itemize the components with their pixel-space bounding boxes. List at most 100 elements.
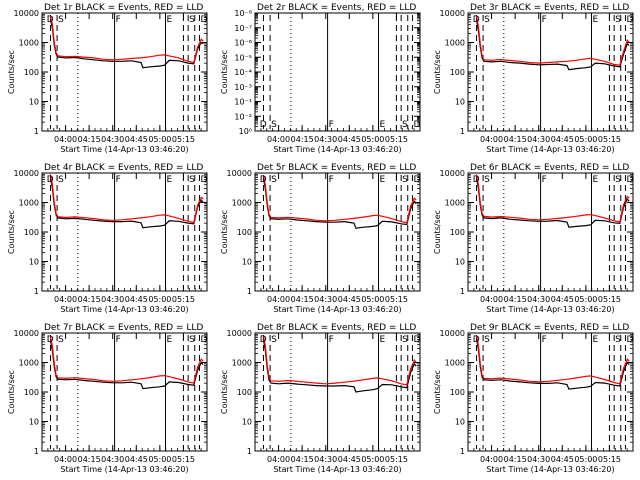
mode-marker: S xyxy=(402,335,408,345)
x-tick-label: 04:30 xyxy=(314,295,337,304)
x-tick-label: 04:30 xyxy=(314,135,337,144)
mode-marker: F xyxy=(329,175,334,185)
y-tick-label: 1000 xyxy=(19,39,39,48)
x-tick-label: 04:00 xyxy=(54,135,77,144)
y-tick-label: 10 xyxy=(29,98,39,107)
events-series-line xyxy=(475,338,630,390)
mode-marker: F xyxy=(116,175,121,185)
y-axis-label: Counts/sec xyxy=(7,370,16,414)
mode-marker: D xyxy=(626,335,633,345)
mode-marker: D xyxy=(47,15,54,25)
y-tick-label: 1 xyxy=(34,447,39,456)
y-tick-label: 100 xyxy=(24,388,39,397)
y-tick-label: 10⁻⁵ xyxy=(234,53,252,62)
mode-marker: D xyxy=(413,120,420,130)
mode-marker: S xyxy=(402,175,408,185)
mode-marker: F xyxy=(542,175,547,185)
x-tick-label: 04:00 xyxy=(480,295,503,304)
y-tick-label: 10⁻⁸ xyxy=(234,9,252,18)
mode-marker: S xyxy=(484,15,490,25)
plot-frame xyxy=(41,172,208,292)
lld-series-line xyxy=(475,15,630,66)
lld-series-line xyxy=(262,174,417,224)
y-axis-label: Counts/sec xyxy=(220,370,229,414)
y-tick-label: 10⁰ xyxy=(239,127,252,136)
y-tick-label: 100 xyxy=(450,68,465,77)
plot-frame xyxy=(467,172,634,292)
mode-marker: D xyxy=(626,175,633,185)
y-tick-label: 100 xyxy=(450,228,465,237)
mode-marker: D xyxy=(473,175,480,185)
mode-marker: S xyxy=(615,175,621,185)
x-axis-label: Start Time (14-Apr-13 03:46:20) xyxy=(273,465,401,474)
y-tick-label: 10 xyxy=(242,418,252,427)
x-tick-label: 04:45 xyxy=(125,135,148,144)
x-tick-label: 04:15 xyxy=(504,135,527,144)
x-tick-label: 04:45 xyxy=(125,455,148,464)
x-tick-label: 05:15 xyxy=(385,455,408,464)
panel-title: Det 1r BLACK = Events, RED = LLD xyxy=(44,3,203,13)
x-tick-label: 04:00 xyxy=(480,455,503,464)
x-tick-label: 04:30 xyxy=(527,295,550,304)
lld-series-line xyxy=(475,174,630,223)
x-tick-label: 05:00 xyxy=(148,295,171,304)
x-tick-label: 04:00 xyxy=(267,455,290,464)
mode-marker: S xyxy=(484,175,490,185)
y-tick-label: 1 xyxy=(247,287,252,296)
x-axis-label: Start Time (14-Apr-13 03:46:20) xyxy=(60,305,188,314)
y-tick-label: 10 xyxy=(242,258,252,267)
panel-title: Det 8r BLACK = Events, RED = LLD xyxy=(257,323,416,333)
mode-marker: D xyxy=(200,175,207,185)
y-tick-label: 10000 xyxy=(14,169,39,178)
x-tick-label: 05:00 xyxy=(361,455,384,464)
mode-marker: E xyxy=(380,175,386,185)
x-tick-label: 04:45 xyxy=(338,135,361,144)
x-tick-label: 05:00 xyxy=(574,295,597,304)
mode-marker: S xyxy=(189,15,195,25)
x-tick-label: 04:45 xyxy=(125,295,148,304)
panel-title: Det 5r BLACK = Events, RED = LLD xyxy=(257,163,416,173)
mode-marker: S xyxy=(402,120,408,130)
y-tick-label: 1000 xyxy=(445,199,465,208)
y-tick-label: 10 xyxy=(29,418,39,427)
x-tick-label: 04:30 xyxy=(101,135,124,144)
y-tick-label: 10 xyxy=(455,418,465,427)
x-tick-label: 05:00 xyxy=(148,455,171,464)
mode-marker: S xyxy=(58,335,64,345)
x-tick-label: 05:15 xyxy=(385,295,408,304)
x-tick-label: 04:00 xyxy=(267,135,290,144)
x-tick-label: 05:00 xyxy=(361,135,384,144)
x-tick-label: 04:15 xyxy=(291,455,314,464)
y-tick-label: 1000 xyxy=(232,359,252,368)
events-series-line xyxy=(49,340,204,390)
y-tick-label: 100 xyxy=(24,68,39,77)
y-tick-label: 10000 xyxy=(14,9,39,18)
plot-frame xyxy=(467,12,634,132)
mode-marker: D xyxy=(200,15,207,25)
mode-marker: F xyxy=(542,15,547,25)
x-tick-label: 05:15 xyxy=(598,295,621,304)
x-tick-label: 04:15 xyxy=(78,455,101,464)
mode-marker: D xyxy=(200,335,207,345)
x-tick-label: 05:15 xyxy=(598,455,621,464)
lld-series-line xyxy=(49,15,204,64)
x-axis-label: Start Time (14-Apr-13 03:46:20) xyxy=(60,465,188,474)
mode-marker: E xyxy=(167,15,173,25)
x-tick-label: 04:45 xyxy=(551,135,574,144)
x-tick-label: 04:30 xyxy=(101,455,124,464)
mode-marker: S xyxy=(615,15,621,25)
x-tick-label: 04:30 xyxy=(527,455,550,464)
y-tick-label: 10 xyxy=(455,258,465,267)
panel-title: Det 9r BLACK = Events, RED = LLD xyxy=(470,323,629,333)
y-axis-label: Counts/sec xyxy=(433,50,442,94)
mode-marker: S xyxy=(58,15,64,25)
x-tick-label: 04:15 xyxy=(78,135,101,144)
mode-marker: S xyxy=(484,335,490,345)
mode-marker: F xyxy=(542,335,547,345)
y-tick-label: 100 xyxy=(24,228,39,237)
